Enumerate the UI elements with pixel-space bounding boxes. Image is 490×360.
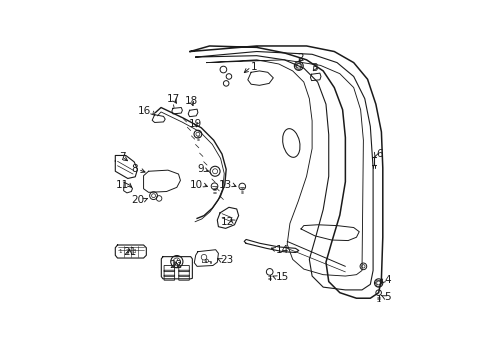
Text: 13: 13 [219, 180, 232, 190]
Text: 18: 18 [185, 96, 198, 107]
Text: 23: 23 [220, 255, 234, 265]
Text: 22: 22 [170, 260, 183, 270]
Text: 3: 3 [312, 63, 318, 73]
Text: 21: 21 [123, 247, 136, 257]
Text: 2: 2 [125, 249, 129, 254]
Text: 1: 1 [251, 62, 258, 72]
Text: 8: 8 [131, 164, 138, 174]
Text: 11: 11 [115, 180, 128, 190]
Text: 1: 1 [119, 249, 122, 254]
Text: 16: 16 [138, 106, 151, 116]
Text: 6: 6 [376, 149, 383, 159]
Text: 14: 14 [276, 245, 289, 255]
Text: 19: 19 [189, 118, 202, 129]
Text: 3: 3 [132, 249, 136, 254]
Text: 9: 9 [197, 164, 204, 174]
Text: 17: 17 [167, 94, 180, 104]
Text: 5: 5 [384, 292, 391, 302]
Text: 2: 2 [298, 53, 304, 63]
Text: 10: 10 [190, 180, 203, 190]
Text: 15: 15 [276, 273, 289, 283]
Text: 20: 20 [131, 195, 145, 205]
Text: 7: 7 [119, 152, 125, 162]
Text: 4: 4 [384, 275, 391, 285]
Text: 12: 12 [221, 217, 235, 227]
